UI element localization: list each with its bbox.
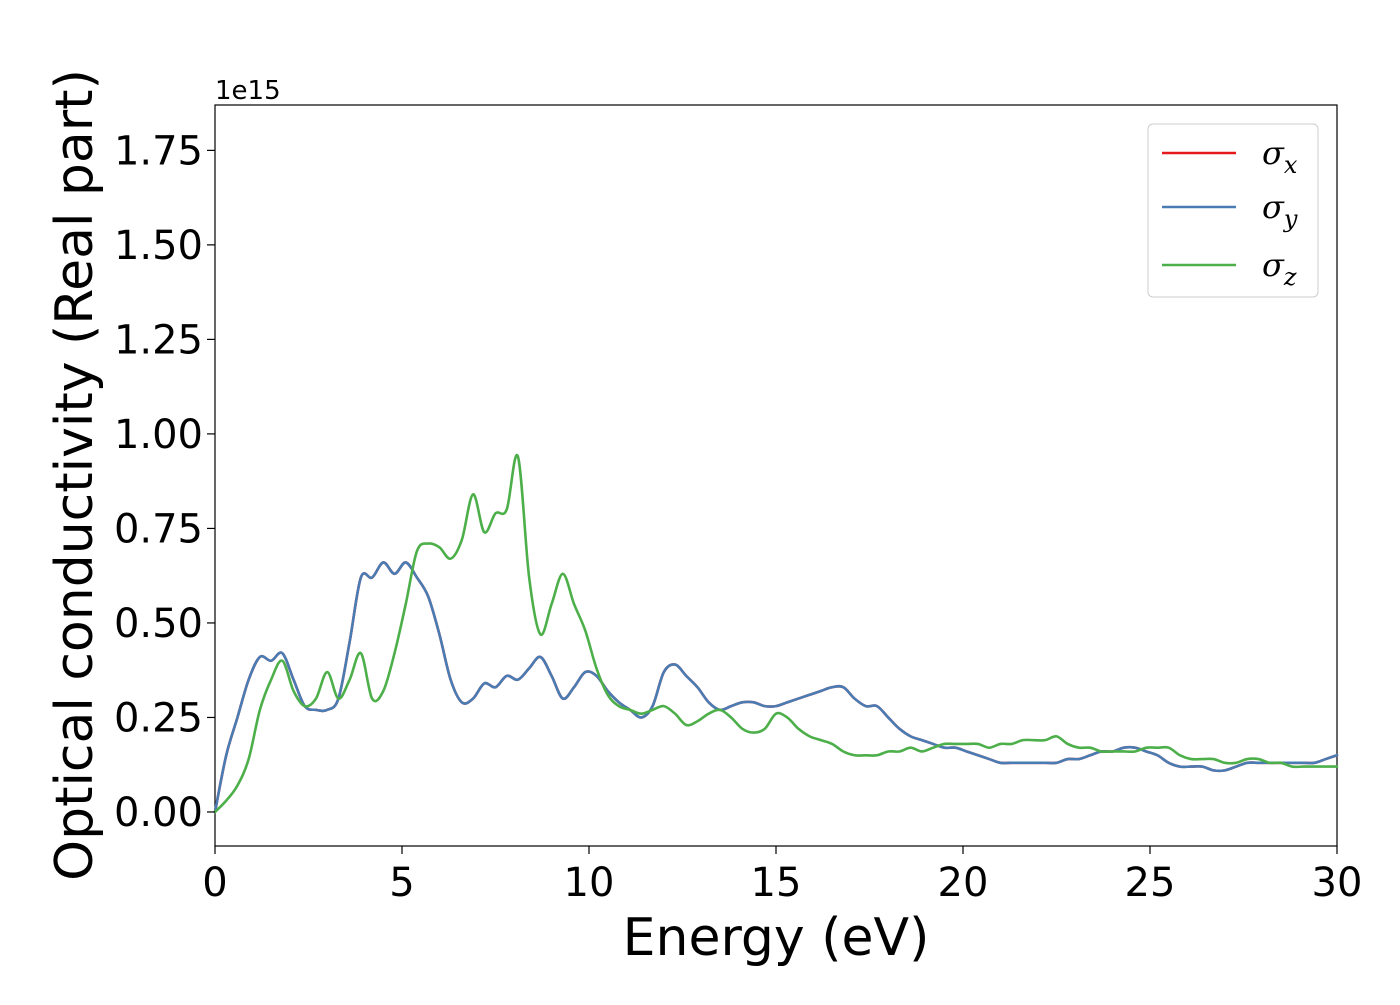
legend-label: σy: [1262, 188, 1298, 233]
x-tick-label: 30: [1312, 860, 1363, 906]
x-tick-label: 0: [202, 860, 227, 906]
x-tick-label: 15: [751, 860, 802, 906]
y-axis: 0.00 0.25 0.50 0.75 1.00 1.25 1.50 1.75: [114, 128, 215, 836]
legend-label: σx: [1262, 134, 1298, 179]
legend: σx σy σz: [1147, 123, 1319, 298]
y-tick-label: 0.50: [114, 601, 203, 647]
series-group: [213, 453, 1339, 814]
y-offset-label: 1e15: [215, 76, 281, 106]
x-tick-label: 10: [564, 860, 615, 906]
legend-item-y: σy: [1162, 188, 1298, 233]
legend-items: σx σy σz: [1162, 134, 1298, 291]
y-tick-label: 1.75: [114, 128, 203, 174]
y-tick-label: 1.25: [114, 317, 203, 363]
y-tick-label: 1.00: [114, 412, 203, 458]
legend-frame: [1147, 123, 1319, 298]
y-tick-label: 1.50: [114, 223, 203, 269]
x-axis: 0 5 10 15 20 25 30: [202, 846, 1362, 906]
legend-label: σz: [1262, 246, 1297, 291]
y-tick-label: 0.75: [114, 506, 203, 552]
series-line-z: [213, 453, 1339, 814]
y-tick-label: 0.00: [114, 790, 203, 836]
x-tick-label: 20: [938, 860, 989, 906]
y-axis-label: Optical conductivity (Real part): [45, 69, 105, 881]
legend-item-x: σx: [1162, 134, 1298, 179]
legend-item-z: σz: [1162, 246, 1297, 291]
x-tick-label: 5: [389, 860, 414, 906]
y-tick-label: 0.25: [114, 695, 203, 741]
x-tick-label: 25: [1125, 860, 1176, 906]
series-line-y: [213, 561, 1339, 814]
x-axis-label: Energy (eV): [623, 908, 930, 968]
